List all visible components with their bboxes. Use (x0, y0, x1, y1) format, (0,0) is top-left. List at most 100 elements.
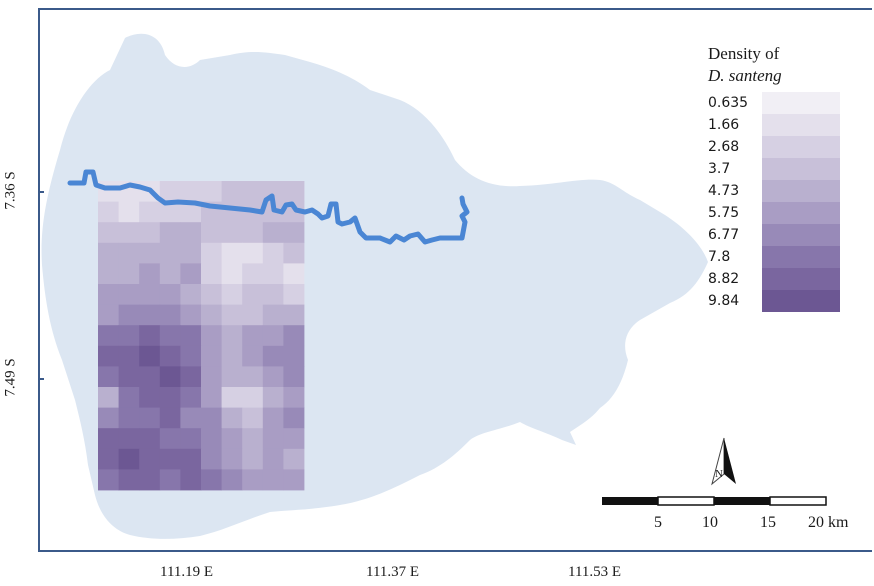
density-cell (118, 325, 140, 347)
scale-label-10: 10 (702, 514, 718, 531)
density-cell (221, 263, 243, 285)
map-frame (38, 8, 872, 552)
density-cell (262, 428, 284, 450)
density-cell (242, 469, 264, 491)
density-cell (139, 242, 161, 264)
legend-value: 2.68 (708, 139, 740, 155)
density-cell (242, 448, 264, 470)
density-cell (180, 263, 202, 285)
density-cell (98, 387, 119, 408)
density-cell (262, 407, 284, 429)
legend-value: 3.7 (708, 161, 731, 177)
density-cell (180, 345, 202, 367)
density-cell (180, 222, 202, 244)
density-cell (242, 407, 264, 429)
density-cell (283, 366, 305, 388)
density-cell (139, 407, 161, 429)
legend-items: 0.635 1.66 2.68 3.7 4.73 5.75 6.77 7.8 8… (708, 92, 842, 312)
density-cell (139, 201, 161, 223)
density-cell (98, 304, 119, 326)
legend-item: 0.635 (708, 92, 842, 114)
legend-swatch (762, 202, 840, 224)
density-cell (262, 325, 284, 347)
density-cell (159, 448, 181, 470)
density-cell (242, 242, 264, 264)
density-cell (242, 366, 264, 388)
density-cell (159, 428, 181, 450)
density-cell (221, 242, 243, 264)
density-cell (118, 469, 140, 491)
density-cell (139, 284, 161, 305)
scale-label-20: 20 km (808, 514, 849, 531)
density-cell (262, 304, 284, 326)
legend-swatch (762, 92, 840, 114)
density-cell (262, 448, 284, 470)
density-cell (283, 242, 305, 264)
density-cell (242, 304, 264, 326)
density-cell (201, 448, 222, 470)
density-cell (159, 387, 181, 408)
density-cell (283, 448, 305, 470)
density-grid (98, 181, 305, 491)
density-cell (201, 242, 222, 264)
x-label-11119: 111.19 E (160, 564, 214, 580)
density-cell (283, 325, 305, 347)
density-cell (221, 387, 243, 408)
density-cell (118, 242, 140, 264)
density-cell (201, 181, 222, 202)
density-cell (139, 345, 161, 367)
scale-label-5: 5 (654, 514, 662, 531)
density-cell (159, 407, 181, 429)
x-label-11153: 111.53 E (568, 564, 622, 580)
density-cell (98, 428, 119, 450)
legend-value: 5.75 (708, 205, 740, 221)
density-cell (221, 448, 243, 470)
density-cell (159, 469, 181, 491)
density-cell (262, 366, 284, 388)
density-cell (159, 345, 181, 367)
density-cell (159, 263, 181, 285)
legend-swatch (762, 180, 840, 202)
density-cell (180, 181, 202, 202)
density-cell (242, 222, 264, 244)
density-cell (118, 407, 140, 429)
legend-value: 1.66 (708, 117, 740, 133)
density-cell (180, 366, 202, 388)
density-cell (262, 345, 284, 367)
density-cell (139, 263, 161, 285)
density-cell (242, 428, 264, 450)
density-cell (221, 366, 243, 388)
legend-item: 9.84 (708, 290, 842, 312)
density-cell (221, 222, 243, 244)
scale-bar (602, 496, 827, 506)
density-cell (283, 428, 305, 450)
legend-item: 7.8 (708, 246, 842, 268)
density-cell (118, 222, 140, 244)
x-label-11137: 111.37 E (366, 564, 420, 580)
density-cell (201, 407, 222, 429)
density-cell (201, 428, 222, 450)
density-cell (118, 345, 140, 367)
density-cell (98, 469, 119, 491)
density-cell (283, 181, 305, 202)
legend-value: 6.77 (708, 227, 740, 243)
legend-title: Density of (708, 44, 780, 63)
density-cell (98, 263, 119, 285)
density-cell (221, 469, 243, 491)
density-cell (180, 284, 202, 305)
density-cell (283, 263, 305, 285)
density-cell (98, 222, 119, 244)
density-cell (201, 387, 222, 408)
density-cell (283, 387, 305, 408)
density-cell (118, 366, 140, 388)
north-label: N (715, 468, 723, 480)
density-cell (283, 469, 305, 491)
legend-species-name: D. santeng (708, 66, 782, 85)
density-cell (242, 325, 264, 347)
density-cell (262, 284, 284, 305)
density-cell (118, 201, 140, 223)
density-cell (283, 407, 305, 429)
legend-swatch (762, 158, 840, 180)
density-cell (118, 304, 140, 326)
y-label-736: 7.36 S (2, 171, 19, 210)
